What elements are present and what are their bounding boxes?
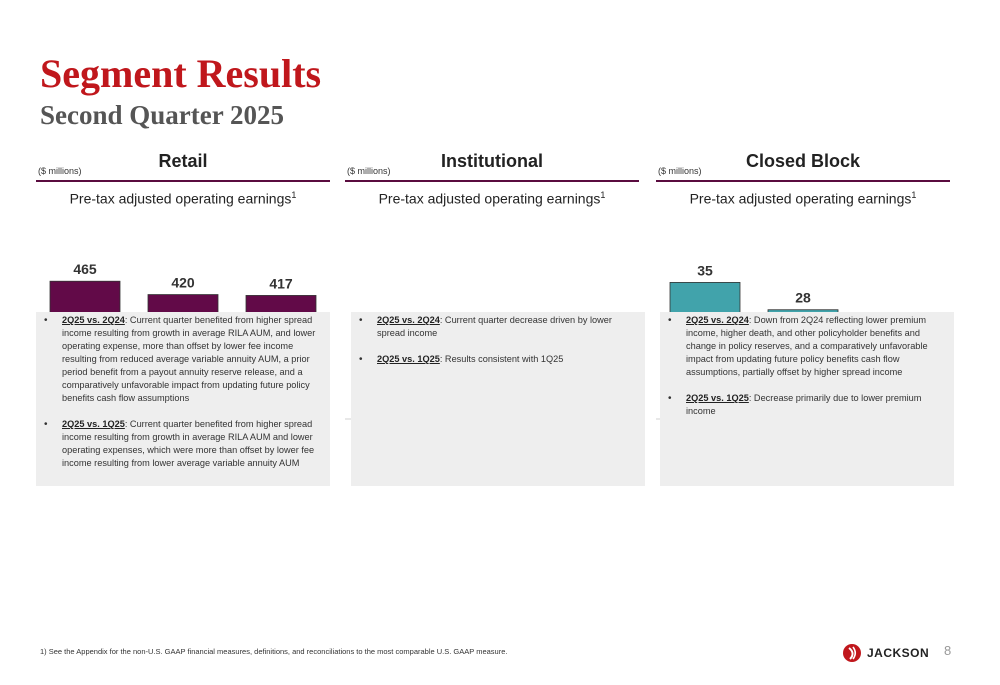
note-lead: 2Q25 vs. 1Q25 [377, 354, 440, 364]
units-label: ($ millions) [658, 166, 702, 176]
jackson-logo: JACKSON [842, 643, 929, 663]
footnote-ref: 1 [600, 190, 606, 200]
data-label: 465 [73, 261, 97, 277]
metric-label: Pre-tax adjusted operating earnings1 [345, 190, 639, 207]
metric-text: Pre-tax adjusted operating earnings [378, 190, 601, 207]
bullet-icon: • [359, 354, 363, 365]
note-item: • 2Q25 vs. 2Q24: Current quarter benefite… [44, 314, 322, 405]
footnote-ref: 1 [911, 190, 917, 200]
page-title: Segment Results [40, 51, 322, 96]
units-label: ($ millions) [38, 166, 82, 176]
note-lead: 2Q25 vs. 1Q25 [686, 393, 749, 403]
segment-title: Retail [158, 151, 208, 171]
segment-title: Closed Block [745, 151, 861, 171]
metric-text: Pre-tax adjusted operating earnings [69, 190, 292, 207]
note-item: • 2Q25 vs. 2Q24: Down from 2Q24 reflectin… [668, 314, 946, 379]
segment-panel-closed-block: ($ millions) Closed Block Pre-tax adjust… [656, 148, 950, 447]
bullet-icon: • [668, 393, 672, 404]
bullet-icon: • [44, 419, 48, 430]
note-lead: 2Q25 vs. 2Q24 [62, 315, 125, 325]
footnote: 1) See the Appendix for the non-U.S. GAA… [40, 647, 508, 656]
metric-label: Pre-tax adjusted operating earnings1 [656, 190, 950, 207]
note-text: : Down from 2Q24 reflecting lower premiu… [686, 315, 928, 377]
segment-panel-retail: ($ millions) Retail Pre-tax adjusted ope… [36, 148, 330, 447]
note-text: : Decrease primarily due to lower premiu… [686, 393, 922, 416]
data-label: 28 [795, 290, 811, 306]
page-subtitle: Second Quarter 2025 [40, 100, 284, 130]
bullet-icon: • [668, 315, 672, 326]
panel-header: ($ millions) Institutional [345, 148, 639, 182]
data-label: 417 [269, 275, 293, 291]
data-label: 420 [171, 275, 195, 291]
note-text: : Results consistent with 1Q25 [439, 354, 564, 364]
footnote-ref: 1 [291, 190, 297, 200]
note-item: • 2Q25 vs. 1Q25: Results consistent with … [359, 353, 637, 366]
jackson-emblem-icon [843, 644, 861, 662]
page-number: 8 [944, 643, 952, 658]
metric-label: Pre-tax adjusted operating earnings1 [36, 190, 330, 207]
retail-notes: • 2Q25 vs. 2Q24: Current quarter benefite… [36, 312, 330, 486]
note-lead: 2Q25 vs. 2Q24 [686, 315, 749, 325]
panel-header: ($ millions) Closed Block [656, 148, 950, 182]
segment-title: Institutional [441, 151, 543, 171]
note-text: : Current quarter benefited from higher … [62, 419, 315, 468]
note-item: • 2Q25 vs. 1Q25: Current quarter benefite… [44, 418, 322, 470]
data-label: 35 [697, 262, 713, 278]
note-item: • 2Q25 vs. 2Q24: Current quarter decrease… [359, 314, 637, 340]
institutional-notes: • 2Q25 vs. 2Q24: Current quarter decrease… [351, 312, 645, 486]
note-lead: 2Q25 vs. 1Q25 [62, 419, 125, 429]
segment-panel-institutional: ($ millions) Institutional Pre-tax adjus… [345, 148, 639, 447]
bullet-icon: • [359, 315, 363, 326]
bullet-icon: • [44, 315, 48, 326]
note-item: • 2Q25 vs. 1Q25: Decrease primarily due t… [668, 392, 946, 418]
closed-block-notes: • 2Q25 vs. 2Q24: Down from 2Q24 reflectin… [660, 312, 954, 486]
note-text: : Current quarter benefited from higher … [62, 315, 316, 403]
units-label: ($ millions) [347, 166, 391, 176]
panel-header: ($ millions) Retail [36, 148, 330, 182]
brand-name: JACKSON [867, 646, 930, 660]
note-text: : Current quarter decrease driven by low… [377, 315, 612, 338]
metric-text: Pre-tax adjusted operating earnings [689, 190, 912, 207]
note-lead: 2Q25 vs. 2Q24 [377, 315, 440, 325]
